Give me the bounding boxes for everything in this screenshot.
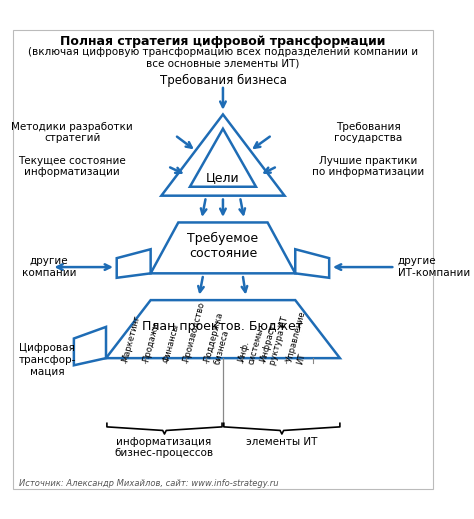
Text: Инф.
системы: Инф. системы [237,324,265,366]
Text: Поддержка
бизнеса: Поддержка бизнеса [202,311,235,366]
Text: Требования бизнеса: Требования бизнеса [160,74,286,87]
Text: Лучшие практики
по информатизации: Лучшие практики по информатизации [312,156,425,177]
Text: Источник: Александр Михайлов, сайт: www.info-strategy.ru: Источник: Александр Михайлов, сайт: www.… [18,479,278,488]
Text: Полная стратегия цифровой трансформации: Полная стратегия цифровой трансформации [60,35,386,48]
Text: Цифровая
трансфор-
мация: Цифровая трансфор- мация [18,343,76,376]
Text: Производство: Производство [182,301,207,363]
Text: другие
компании: другие компании [22,256,76,278]
Text: Текущее состояние
информатизации: Текущее состояние информатизации [18,156,126,177]
Text: План проектов. Бюджет: План проектов. Бюджет [142,320,303,333]
Text: Финансы: Финансы [161,322,181,363]
Text: Управление
ИТ: Управление ИТ [285,310,318,366]
Text: Цели: Цели [206,171,240,184]
Text: Продажи: Продажи [142,321,161,363]
Text: другие
ИТ-компании: другие ИТ-компании [398,256,470,278]
Text: элементы ИТ: элементы ИТ [246,436,318,447]
Text: Требования
государства: Требования государства [334,121,402,143]
Text: Методики разработки
стратегий: Методики разработки стратегий [11,121,133,143]
Text: информатизация
бизнес-процессов: информатизация бизнес-процессов [114,436,214,458]
Text: все основные элементы ИТ): все основные элементы ИТ) [146,58,300,68]
Text: (включая цифровую трансформацию всех подразделений компании и: (включая цифровую трансформацию всех под… [28,48,418,58]
Text: Инфраст-
руктура ИТ: Инфраст- руктура ИТ [259,312,291,366]
Text: Требуемое
состояние: Требуемое состояние [187,231,258,260]
Text: Маркетинг: Маркетинг [120,314,142,363]
